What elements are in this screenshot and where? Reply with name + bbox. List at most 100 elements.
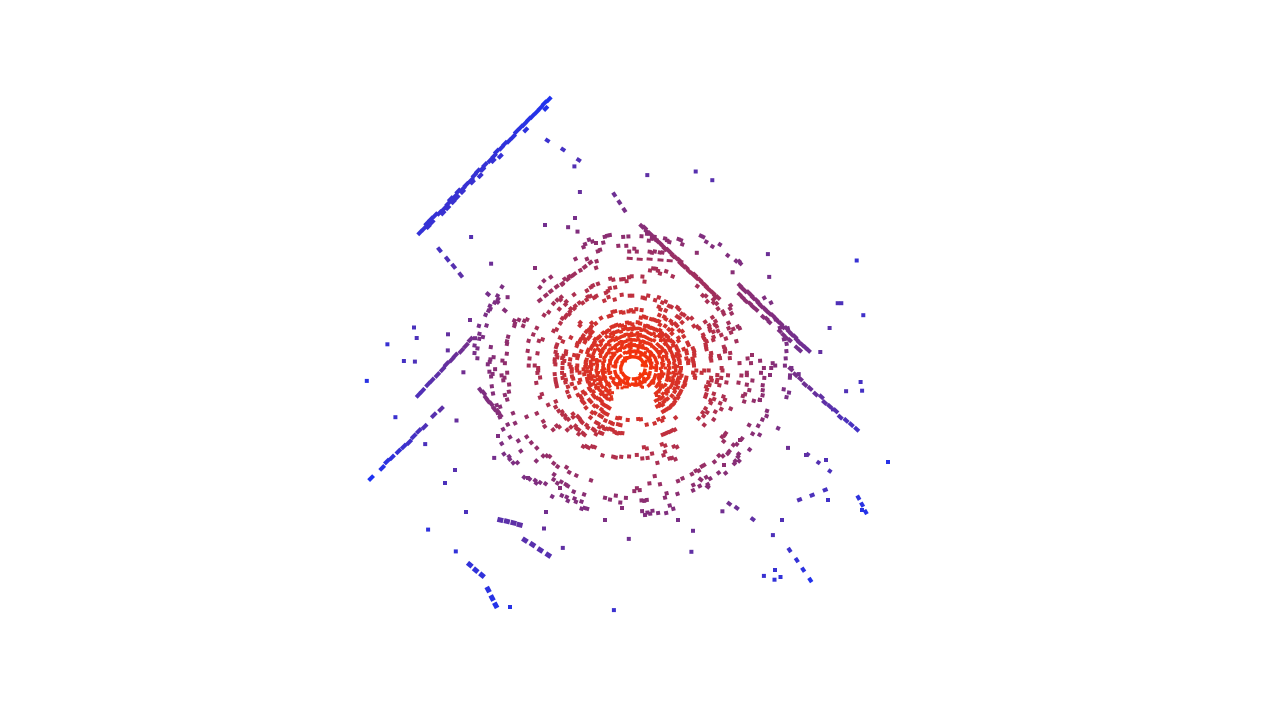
lidar-point xyxy=(539,391,545,397)
lidar-point xyxy=(528,540,537,549)
lidar-point xyxy=(478,571,486,580)
lidar-point xyxy=(740,393,746,399)
lidar-point xyxy=(618,378,622,382)
lidar-point xyxy=(536,338,542,344)
lidar-point xyxy=(642,328,646,332)
lidar-point xyxy=(528,439,535,446)
lidar-point xyxy=(560,545,565,550)
lidar-point xyxy=(570,414,576,420)
lidar-point xyxy=(631,338,635,342)
lidar-point xyxy=(504,351,510,356)
lidar-point xyxy=(639,498,644,503)
lidar-point xyxy=(524,316,530,323)
lidar-point xyxy=(602,495,608,501)
lidar-point xyxy=(618,353,624,359)
lidar-point xyxy=(610,351,614,355)
lidar-point xyxy=(675,338,682,344)
lidar-point xyxy=(466,335,475,344)
lidar-point xyxy=(760,392,765,398)
lidar-point xyxy=(661,374,664,378)
lidar-point xyxy=(627,334,631,338)
lidar-point xyxy=(674,491,681,497)
lidar-point xyxy=(787,365,795,373)
lidar-point xyxy=(722,470,729,476)
lidar-point xyxy=(587,377,591,381)
lidar-point xyxy=(638,379,642,383)
lidar-point xyxy=(656,294,662,300)
lidar-point xyxy=(592,362,596,366)
lidar-point xyxy=(590,282,596,289)
lidar-point xyxy=(587,414,594,421)
lidar-point xyxy=(558,294,565,300)
lidar-point xyxy=(831,407,835,412)
lidar-point xyxy=(412,325,416,330)
lidar-point xyxy=(709,378,715,383)
lidar-point xyxy=(784,341,789,347)
lidar-point xyxy=(625,376,629,380)
lidar-point xyxy=(602,417,609,424)
lidar-point xyxy=(621,234,626,240)
lidar-point xyxy=(564,389,570,395)
lidar-point xyxy=(654,368,659,373)
lidar-point xyxy=(577,377,583,383)
lidar-point xyxy=(587,259,594,266)
lidar-point xyxy=(603,367,607,371)
lidar-point xyxy=(649,451,655,456)
lidar-point xyxy=(608,358,612,362)
lidar-point xyxy=(500,426,506,432)
lidar-point xyxy=(767,274,772,279)
lidar-point xyxy=(749,431,756,437)
lidar-point xyxy=(476,331,482,337)
lidar-point xyxy=(861,313,866,318)
lidar-point xyxy=(508,605,512,609)
lidar-point xyxy=(702,394,709,400)
lidar-point xyxy=(488,594,496,602)
lidar-point xyxy=(724,380,729,385)
lidar-point xyxy=(579,506,585,512)
lidar-point xyxy=(676,518,680,522)
lidar-point xyxy=(675,478,681,484)
lidar-point xyxy=(559,280,566,287)
lidar-point xyxy=(636,416,641,422)
lidar-point xyxy=(746,387,752,393)
lidar-point xyxy=(786,445,790,450)
lidar-point xyxy=(423,442,428,447)
lidar-point xyxy=(651,337,657,343)
lidar-point xyxy=(364,378,369,383)
lidar-point xyxy=(607,285,613,291)
lidar-point xyxy=(476,323,482,329)
lidar-point xyxy=(749,516,757,523)
lidar-point xyxy=(505,334,511,340)
lidar-point xyxy=(657,306,664,313)
lidar-point xyxy=(521,474,527,481)
lidar-point xyxy=(583,443,590,450)
lidar-point xyxy=(704,386,710,393)
lidar-point xyxy=(784,394,789,400)
lidar-point xyxy=(626,379,629,383)
lidar-point xyxy=(678,237,684,243)
lidar-point xyxy=(532,363,537,368)
lidar-point xyxy=(764,408,770,414)
lidar-point xyxy=(611,191,618,198)
lidar-point xyxy=(611,335,615,339)
lidar-point xyxy=(733,258,739,264)
lidar-point xyxy=(640,381,644,385)
lidar-point xyxy=(853,425,861,433)
lidar-point xyxy=(605,393,609,397)
lidar-point xyxy=(559,370,565,376)
lidar-point xyxy=(601,298,607,304)
lidar-point xyxy=(717,382,722,388)
lidar-point xyxy=(644,361,648,365)
lidar-point xyxy=(609,371,613,374)
lidar-point xyxy=(765,252,770,257)
lidar-point xyxy=(728,406,734,412)
lidar-point xyxy=(545,402,551,408)
lidar-point xyxy=(665,392,669,396)
lidar-point xyxy=(657,350,661,353)
lidar-point xyxy=(639,327,643,331)
lidar-point xyxy=(710,329,716,335)
lidar-point xyxy=(597,377,601,381)
lidar-point xyxy=(378,464,387,472)
